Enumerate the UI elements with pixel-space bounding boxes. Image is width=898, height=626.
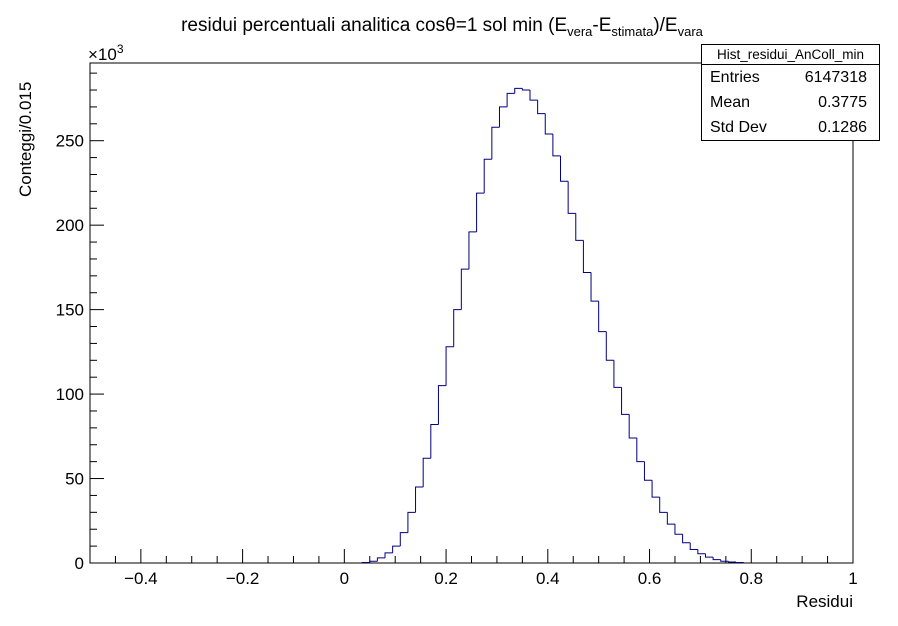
y-multiplier-base: ×10 — [88, 45, 117, 64]
histogram-bin — [697, 549, 706, 555]
title-sub-stimata: stimata — [611, 24, 654, 39]
histogram-bin — [361, 561, 370, 563]
histogram-bin — [392, 545, 401, 553]
histogram-bin — [636, 438, 645, 463]
histogram-bin — [498, 106, 508, 128]
histogram-bin — [514, 87, 523, 94]
histogram-bin — [369, 560, 378, 563]
histogram-bin — [567, 181, 576, 214]
y-tick-label: 0 — [75, 554, 84, 573]
y-multiplier: ×103 — [88, 42, 124, 64]
histogram-bin — [537, 100, 546, 115]
histogram-bin — [437, 385, 447, 425]
histogram-bin — [506, 92, 515, 107]
histogram-bin — [460, 268, 469, 310]
histogram-bin — [651, 480, 660, 498]
x-axis-ticks — [89, 549, 854, 563]
y-tick-label: 250 — [56, 132, 84, 151]
x-tick-label: 0 — [340, 569, 349, 588]
x-axis-tick-labels: −0.4 −0.2 0 0.2 0.4 0.6 0.8 1 — [124, 569, 858, 588]
x-tick-label: 0.6 — [638, 569, 662, 588]
histogram-bin — [575, 213, 584, 241]
stats-row-mean: Mean 0.3775 — [702, 90, 879, 115]
title-mid: =1 sol min (E — [456, 15, 567, 36]
x-tick-label: 0.8 — [739, 569, 763, 588]
x-tick-label: 0.2 — [434, 569, 458, 588]
histogram-bin — [682, 534, 691, 544]
stats-box: Hist_residui_AnColl_min Entries 6147318 … — [701, 44, 880, 141]
histogram-bin — [453, 309, 462, 347]
histogram-bin — [712, 557, 721, 561]
stats-title: Hist_residui_AnColl_min — [702, 45, 879, 65]
chart-title: residui percentuali analitica cosθ=1 sol… — [181, 15, 704, 39]
histogram-bin — [720, 559, 729, 562]
stats-mean-label: Mean — [710, 94, 751, 111]
histogram-bins — [361, 87, 745, 563]
y-tick-label: 50 — [65, 470, 84, 489]
histogram-bin — [704, 553, 714, 558]
title-theta: θ — [445, 15, 456, 36]
histogram-bin — [407, 511, 416, 533]
histogram-bin — [659, 497, 668, 513]
title-prefix: residui percentuali analitica cos — [181, 15, 445, 36]
x-tick-label: 1 — [848, 569, 857, 588]
title-sub-vera: vera — [567, 24, 593, 39]
histogram-bin — [384, 552, 393, 558]
y-multiplier-exp: 3 — [117, 42, 124, 56]
histogram-bin — [666, 512, 675, 525]
histogram-bin — [415, 486, 424, 513]
histogram-bin — [727, 561, 737, 563]
x-tick-label: −0.4 — [124, 569, 158, 588]
title-sub-vara: vara — [678, 24, 704, 39]
x-tick-label: −0.2 — [226, 569, 260, 588]
histogram-bin — [476, 192, 485, 232]
histogram-bin — [483, 158, 492, 194]
stats-entries-label: Entries — [710, 69, 760, 86]
y-axis-tick-labels: 0 50 100 150 200 250 — [56, 132, 84, 573]
histogram-bin — [529, 90, 538, 101]
histogram-bin — [491, 126, 500, 160]
stats-stddev-label: Std Dev — [710, 119, 767, 136]
y-tick-label: 100 — [56, 385, 84, 404]
title-dash: -E — [592, 15, 611, 36]
histogram-bin — [674, 524, 683, 535]
histogram-bin — [643, 461, 653, 481]
histogram-bin — [521, 88, 530, 91]
histogram-bin — [422, 457, 431, 487]
histogram-bin — [399, 532, 408, 547]
stats-row-stddev: Std Dev 0.1286 — [702, 115, 879, 140]
histogram-bin — [560, 155, 569, 182]
histogram-bin — [613, 360, 622, 388]
histogram-bin — [598, 301, 607, 333]
histogram-bin — [689, 542, 698, 550]
histogram-bin — [544, 113, 553, 135]
y-axis-label: Conteggi/0.015 — [16, 82, 35, 197]
y-tick-label: 150 — [56, 301, 84, 320]
histogram-bin — [621, 387, 630, 415]
histogram-bin — [582, 240, 592, 273]
histogram-bin — [468, 231, 477, 270]
x-axis-label: Residui — [796, 592, 853, 611]
y-tick-label: 200 — [56, 216, 84, 235]
x-tick-label: 0.4 — [536, 569, 560, 588]
histogram-bin — [552, 133, 561, 157]
stats-row-entries: Entries 6147318 — [702, 65, 879, 90]
title-close: )/E — [653, 15, 677, 36]
histogram-bin — [735, 561, 744, 563]
histogram-bin — [430, 423, 439, 459]
histogram-bin — [628, 414, 637, 439]
y-axis-ticks — [90, 72, 104, 564]
stats-stddev-value: 0.1286 — [818, 119, 867, 136]
stats-mean-value: 0.3775 — [818, 94, 867, 111]
stats-entries-value: 6147318 — [804, 69, 867, 86]
histogram-bin — [605, 331, 614, 361]
histogram-bin — [590, 272, 599, 302]
histogram-bin — [445, 346, 454, 386]
histogram-bin — [376, 557, 386, 562]
